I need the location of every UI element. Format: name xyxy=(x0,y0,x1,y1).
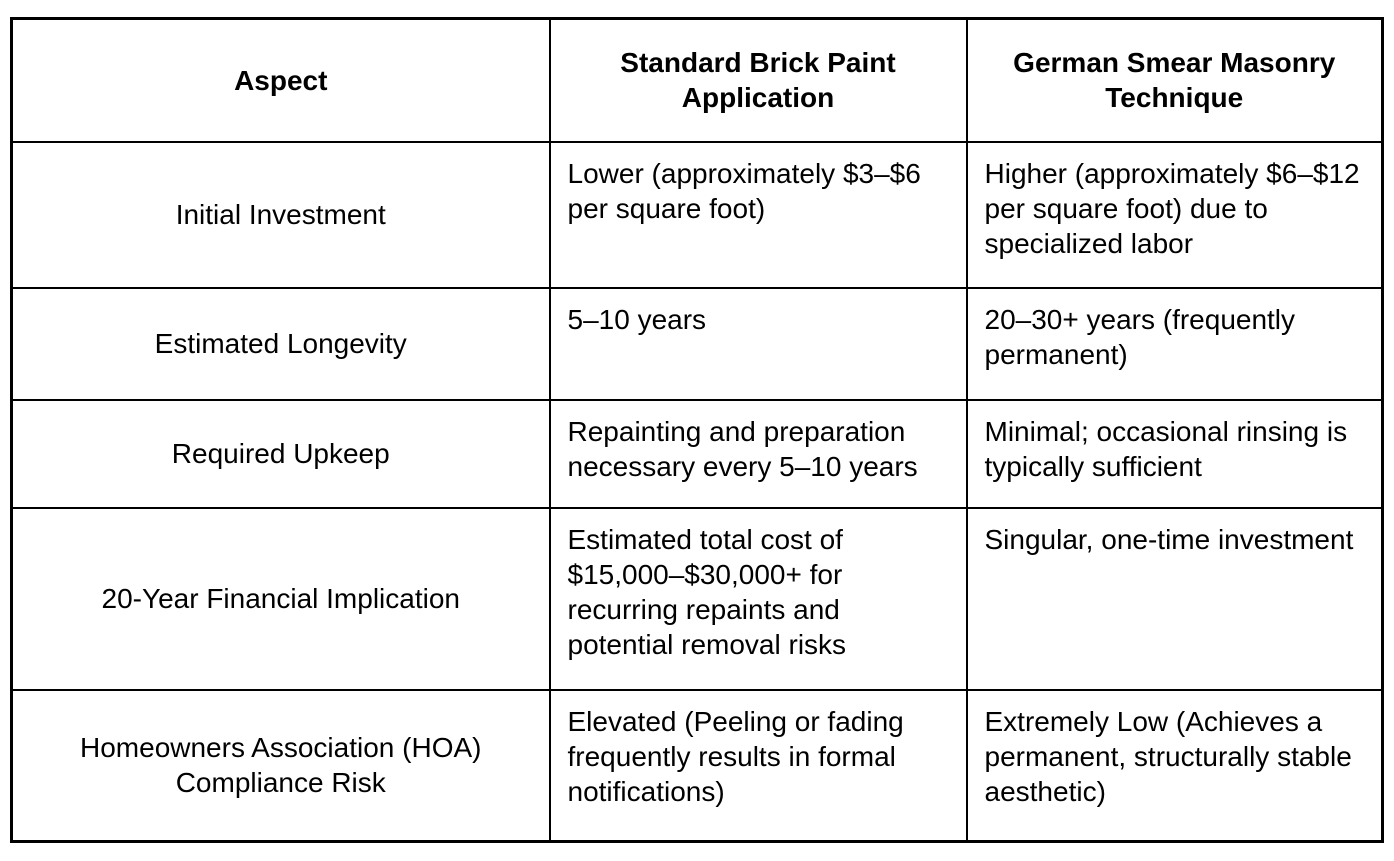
table-row-estimated-longevity: Estimated Longevity 5–10 years 20–30+ ye… xyxy=(10,286,1384,401)
smear-detail-cell: Higher (approximately $6–$12 per square … xyxy=(965,140,1384,289)
table-row-hoa-compliance-risk: Homeowners Association (HOA) Compliance … xyxy=(10,688,1384,843)
header-cell-standard-brick-paint: Standard Brick Paint Application xyxy=(548,17,968,143)
aspect-cell: Required Upkeep xyxy=(10,398,551,509)
paint-detail-cell: 5–10 years xyxy=(548,286,968,401)
aspect-cell: 20-Year Financial Implication xyxy=(10,506,551,691)
paint-detail-cell: Repainting and preparation necessary eve… xyxy=(548,398,968,509)
smear-detail-cell: Extremely Low (Achieves a permanent, str… xyxy=(965,688,1384,843)
aspect-cell: Initial Investment xyxy=(10,140,551,289)
table-header-row: Aspect Standard Brick Paint Application … xyxy=(10,17,1384,143)
aspect-cell: Estimated Longevity xyxy=(10,286,551,401)
header-cell-german-smear: German Smear Masonry Technique xyxy=(965,17,1384,143)
brick-paint-vs-german-smear-table: Aspect Standard Brick Paint Application … xyxy=(10,17,1384,843)
table-row-initial-investment: Initial Investment Lower (approximately … xyxy=(10,140,1384,289)
table-row-20-year-financial-implication: 20-Year Financial Implication Estimated … xyxy=(10,506,1384,691)
paint-detail-cell: Lower (approximately $3–$6 per square fo… xyxy=(548,140,968,289)
smear-detail-cell: 20–30+ years (frequently permanent) xyxy=(965,286,1384,401)
smear-detail-cell: Minimal; occasional rinsing is typically… xyxy=(965,398,1384,509)
header-cell-aspect: Aspect xyxy=(10,17,551,143)
table-row-required-upkeep: Required Upkeep Repainting and preparati… xyxy=(10,398,1384,509)
aspect-cell: Homeowners Association (HOA) Compliance … xyxy=(10,688,551,843)
smear-detail-cell: Singular, one-time investment xyxy=(965,506,1384,691)
paint-detail-cell: Estimated total cost of $15,000–$30,000+… xyxy=(548,506,968,691)
paint-detail-cell: Elevated (Peeling or fading frequently r… xyxy=(548,688,968,843)
